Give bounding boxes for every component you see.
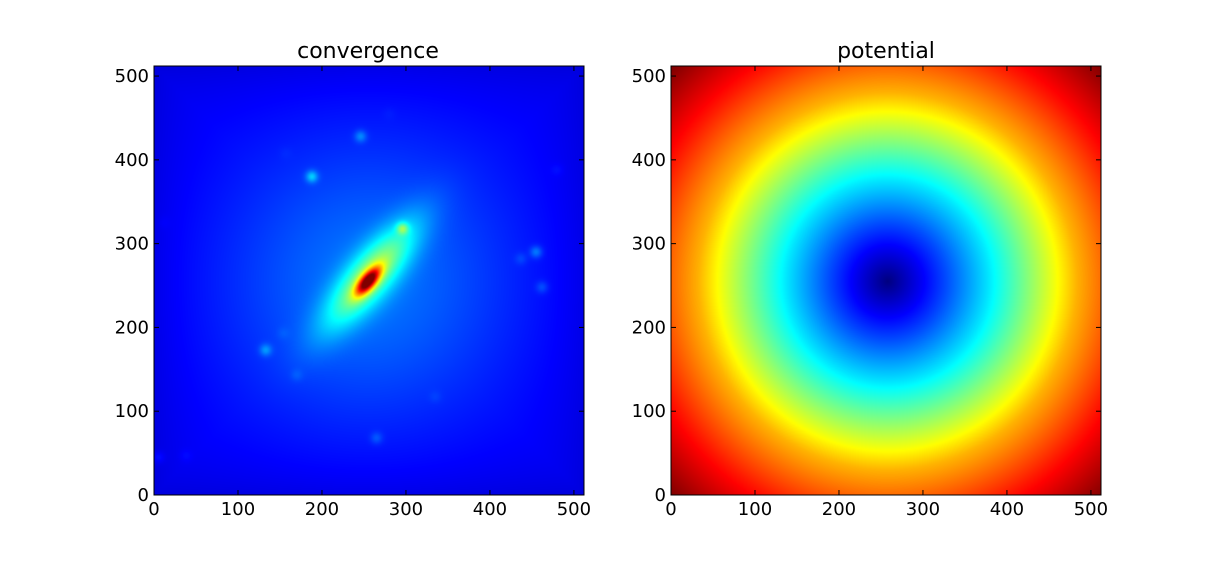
y-tick-label: 0 [655,485,666,506]
y-tick-label: 400 [632,150,666,171]
x-tick-label: 200 [822,499,856,520]
axis-ticks: 0 100 200 300 400 500 0 100 200 300 400 500 [632,66,1108,520]
y-tick-label: 100 [632,401,666,422]
x-tick-label: 0 [665,499,676,520]
x-tick-label: 500 [1074,499,1108,520]
potential-heatmap-container [671,66,1101,495]
potential-panel: potential 0 100 200 300 400 500 0 100 200 300 400 5… [632,39,1108,520]
y-tick-label: 500 [632,66,666,87]
convergence-panel: convergence 0 100 200 300 400 500 0 100 200 300 40… [115,39,591,520]
plot-frame [153,65,585,496]
x-tick-label: 500 [557,499,591,520]
y-tick-label: 200 [115,317,149,338]
x-tick-label: 100 [738,499,772,520]
y-tick-label: 300 [632,234,666,255]
x-tick-label: 200 [305,499,339,520]
x-tick-label: 300 [906,499,940,520]
convergence-heatmap [154,66,584,495]
y-tick-label: 0 [138,485,149,506]
plot-title: potential [837,39,935,64]
y-tick-label: 500 [115,66,149,87]
x-tick-label: 400 [990,499,1024,520]
x-tick-label: 0 [148,499,159,520]
potential-heatmap [671,66,1101,495]
x-tick-label: 400 [473,499,507,520]
plot-title: convergence [297,39,439,64]
x-tick-label: 300 [389,499,423,520]
y-tick-label: 300 [115,234,149,255]
y-tick-label: 200 [632,317,666,338]
x-tick-label: 100 [221,499,255,520]
convergence-heatmap-container [154,66,584,495]
axis-ticks: 0 100 200 300 400 500 0 100 200 300 400 500 [115,66,591,520]
y-tick-label: 100 [115,401,149,422]
y-tick-label: 400 [115,150,149,171]
plot-frame [670,65,1102,496]
